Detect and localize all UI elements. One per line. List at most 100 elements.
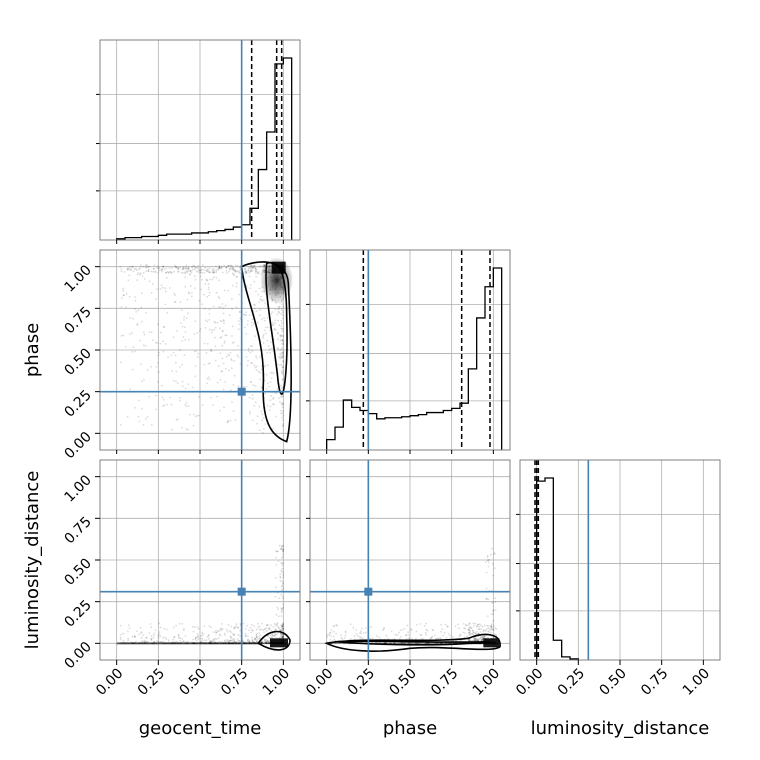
sample-point	[204, 283, 207, 285]
sample-point	[187, 312, 189, 315]
sample-point	[207, 288, 210, 291]
sample-point	[216, 630, 219, 633]
sample-point	[242, 622, 245, 625]
sample-point	[175, 640, 178, 643]
sample-point	[358, 636, 361, 638]
sample-point	[135, 310, 138, 313]
sample-point	[210, 350, 213, 352]
sample-point	[282, 634, 284, 636]
x-axis-label-geocent_time: geocent_time	[139, 718, 262, 739]
sample-point	[403, 627, 406, 630]
sample-point	[246, 639, 249, 642]
sample-point	[232, 410, 235, 412]
sample-point	[210, 396, 212, 399]
sample-point	[238, 271, 241, 274]
sample-point	[268, 626, 271, 629]
sample-point	[267, 385, 270, 388]
sample-point	[183, 629, 185, 632]
sample-point	[250, 345, 252, 348]
x-tick-label-luminosity_distance-1: 0.25	[555, 666, 588, 699]
sample-point	[255, 355, 257, 358]
sample-point	[140, 363, 143, 366]
sample-point	[235, 623, 238, 625]
sample-point	[274, 632, 276, 635]
sample-point	[492, 610, 495, 612]
sample-point	[124, 346, 127, 348]
sample-point	[254, 637, 257, 640]
sample-point	[230, 367, 233, 369]
sample-point	[140, 632, 143, 634]
sample-point	[135, 269, 138, 271]
sample-point	[202, 268, 205, 271]
sample-point	[258, 301, 261, 303]
sample-point	[233, 341, 235, 344]
sample-point	[252, 384, 255, 387]
x-axis-label-phase: phase	[383, 718, 437, 739]
sample-point	[206, 270, 208, 272]
sample-point	[183, 354, 186, 357]
sample-point	[422, 642, 425, 645]
sample-point	[263, 365, 266, 368]
sample-point	[249, 627, 252, 629]
sample-point	[343, 637, 346, 639]
sample-point	[230, 625, 233, 628]
sample-point	[268, 642, 270, 644]
sample-point	[150, 331, 153, 333]
sample-point	[276, 625, 279, 627]
sample-point	[406, 642, 408, 645]
sample-point	[187, 270, 189, 273]
sample-point	[207, 633, 210, 636]
sample-point	[281, 625, 284, 628]
sample-point	[194, 415, 197, 418]
sample-point	[200, 288, 203, 291]
sample-point	[281, 625, 284, 628]
sample-point	[208, 271, 210, 274]
sample-point	[277, 608, 279, 611]
sample-point	[282, 314, 284, 317]
sample-point	[282, 628, 285, 631]
sample-point	[175, 624, 178, 627]
x-tick-label-geocent_time-4: 1.00	[260, 666, 293, 699]
sample-point	[237, 344, 239, 347]
sample-point	[433, 634, 436, 637]
sample-point	[205, 278, 208, 281]
sample-point	[218, 306, 220, 308]
sample-point	[148, 265, 151, 268]
sample-point	[181, 340, 184, 342]
sample-point	[492, 636, 495, 639]
sample-point	[280, 357, 283, 359]
sample-point	[253, 303, 255, 306]
sample-point	[282, 574, 285, 576]
sample-point	[274, 633, 277, 636]
sample-point	[237, 626, 240, 629]
sample-point	[235, 625, 238, 628]
sample-point	[177, 633, 180, 636]
sample-point	[390, 642, 392, 644]
sample-point	[280, 320, 283, 322]
sample-point	[415, 642, 418, 645]
sample-point	[159, 635, 162, 638]
sample-point	[215, 638, 218, 640]
sample-point	[495, 634, 498, 637]
sample-point	[333, 638, 336, 641]
sample-point	[250, 265, 252, 267]
sample-point	[251, 268, 254, 270]
sample-point	[225, 267, 228, 269]
sample-point	[207, 286, 210, 289]
sample-point	[150, 637, 153, 640]
sample-point	[179, 349, 182, 352]
sample-point	[478, 638, 480, 640]
sample-point	[281, 567, 284, 570]
sample-point	[328, 632, 331, 635]
sample-point	[492, 574, 494, 577]
sample-point	[260, 410, 263, 413]
sample-point	[415, 642, 418, 645]
sample-point	[224, 340, 226, 343]
sample-point	[120, 306, 123, 308]
sample-point	[282, 342, 285, 345]
sample-point	[280, 615, 283, 617]
sample-point	[221, 623, 224, 625]
sample-point	[246, 635, 249, 638]
sample-point	[329, 631, 332, 634]
sample-point	[224, 381, 227, 383]
